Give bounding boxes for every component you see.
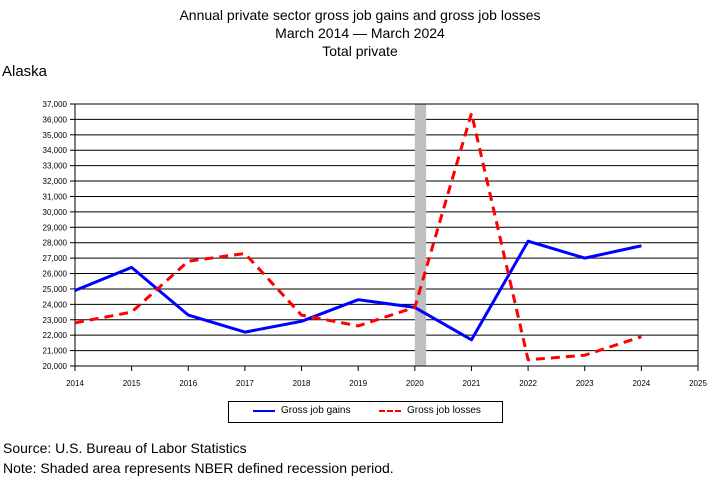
- y-tick-label: 33,000: [43, 162, 68, 171]
- x-tick-label: 2019: [349, 379, 367, 388]
- y-tick-label: 29,000: [43, 223, 68, 232]
- legend-label-losses: Gross job losses: [407, 405, 481, 416]
- x-tick-label: 2025: [689, 379, 707, 388]
- y-tick-label: 21,000: [43, 347, 68, 356]
- chart-subtitle-sector: Total private: [322, 43, 398, 59]
- y-tick-label: 28,000: [43, 239, 68, 248]
- series-line-gross-job-gains: [74, 239, 642, 342]
- y-tick-label: 20,000: [43, 362, 68, 371]
- y-tick-label: 37,000: [43, 100, 68, 109]
- source-note: Source: U.S. Bureau of Labor Statistics: [3, 440, 247, 456]
- y-tick-label: 24,000: [43, 300, 68, 309]
- x-tick-label: 2018: [293, 379, 311, 388]
- chart-title: Annual private sector gross job gains an…: [179, 7, 541, 23]
- x-tick-label: 2020: [406, 379, 424, 388]
- y-tick-label: 25,000: [43, 285, 68, 294]
- y-tick-label: 27,000: [43, 254, 68, 263]
- series-line-gross-job-losses: [74, 111, 642, 362]
- recession-shading: [414, 104, 427, 366]
- legend-item-losses: Gross job losses: [379, 405, 481, 416]
- chart-subtitle-dates: March 2014 — March 2024: [275, 25, 445, 41]
- legend-swatch-losses: [379, 409, 401, 412]
- x-tick-label: 2024: [632, 379, 650, 388]
- x-tick-label: 2017: [236, 379, 254, 388]
- region-label: Alaska: [2, 63, 48, 80]
- y-tick-label: 22,000: [43, 331, 68, 340]
- y-tick-label: 31,000: [43, 192, 68, 201]
- x-tick-label: 2015: [123, 379, 141, 388]
- y-tick-label: 23,000: [43, 316, 68, 325]
- y-tick-label: 26,000: [43, 270, 68, 279]
- y-tick-label: 36,000: [43, 115, 68, 124]
- chart-legend: Gross job gains Gross job losses: [228, 401, 503, 423]
- x-tick-label: 2014: [66, 379, 84, 388]
- x-tick-label: 2021: [463, 379, 481, 388]
- legend-item-gains: Gross job gains: [253, 405, 350, 416]
- x-tick-label: 2016: [179, 379, 197, 388]
- legend-swatch-gains: [253, 409, 275, 412]
- y-tick-label: 30,000: [43, 208, 68, 217]
- recession-note: Note: Shaded area represents NBER define…: [3, 460, 394, 476]
- y-tick-label: 35,000: [43, 131, 68, 140]
- x-tick-label: 2022: [519, 379, 537, 388]
- plot-frame: [74, 103, 699, 367]
- legend-label-gains: Gross job gains: [281, 405, 351, 416]
- y-tick-label: 32,000: [43, 177, 68, 186]
- y-tick-label: 34,000: [43, 146, 68, 155]
- x-tick-label: 2023: [576, 379, 594, 388]
